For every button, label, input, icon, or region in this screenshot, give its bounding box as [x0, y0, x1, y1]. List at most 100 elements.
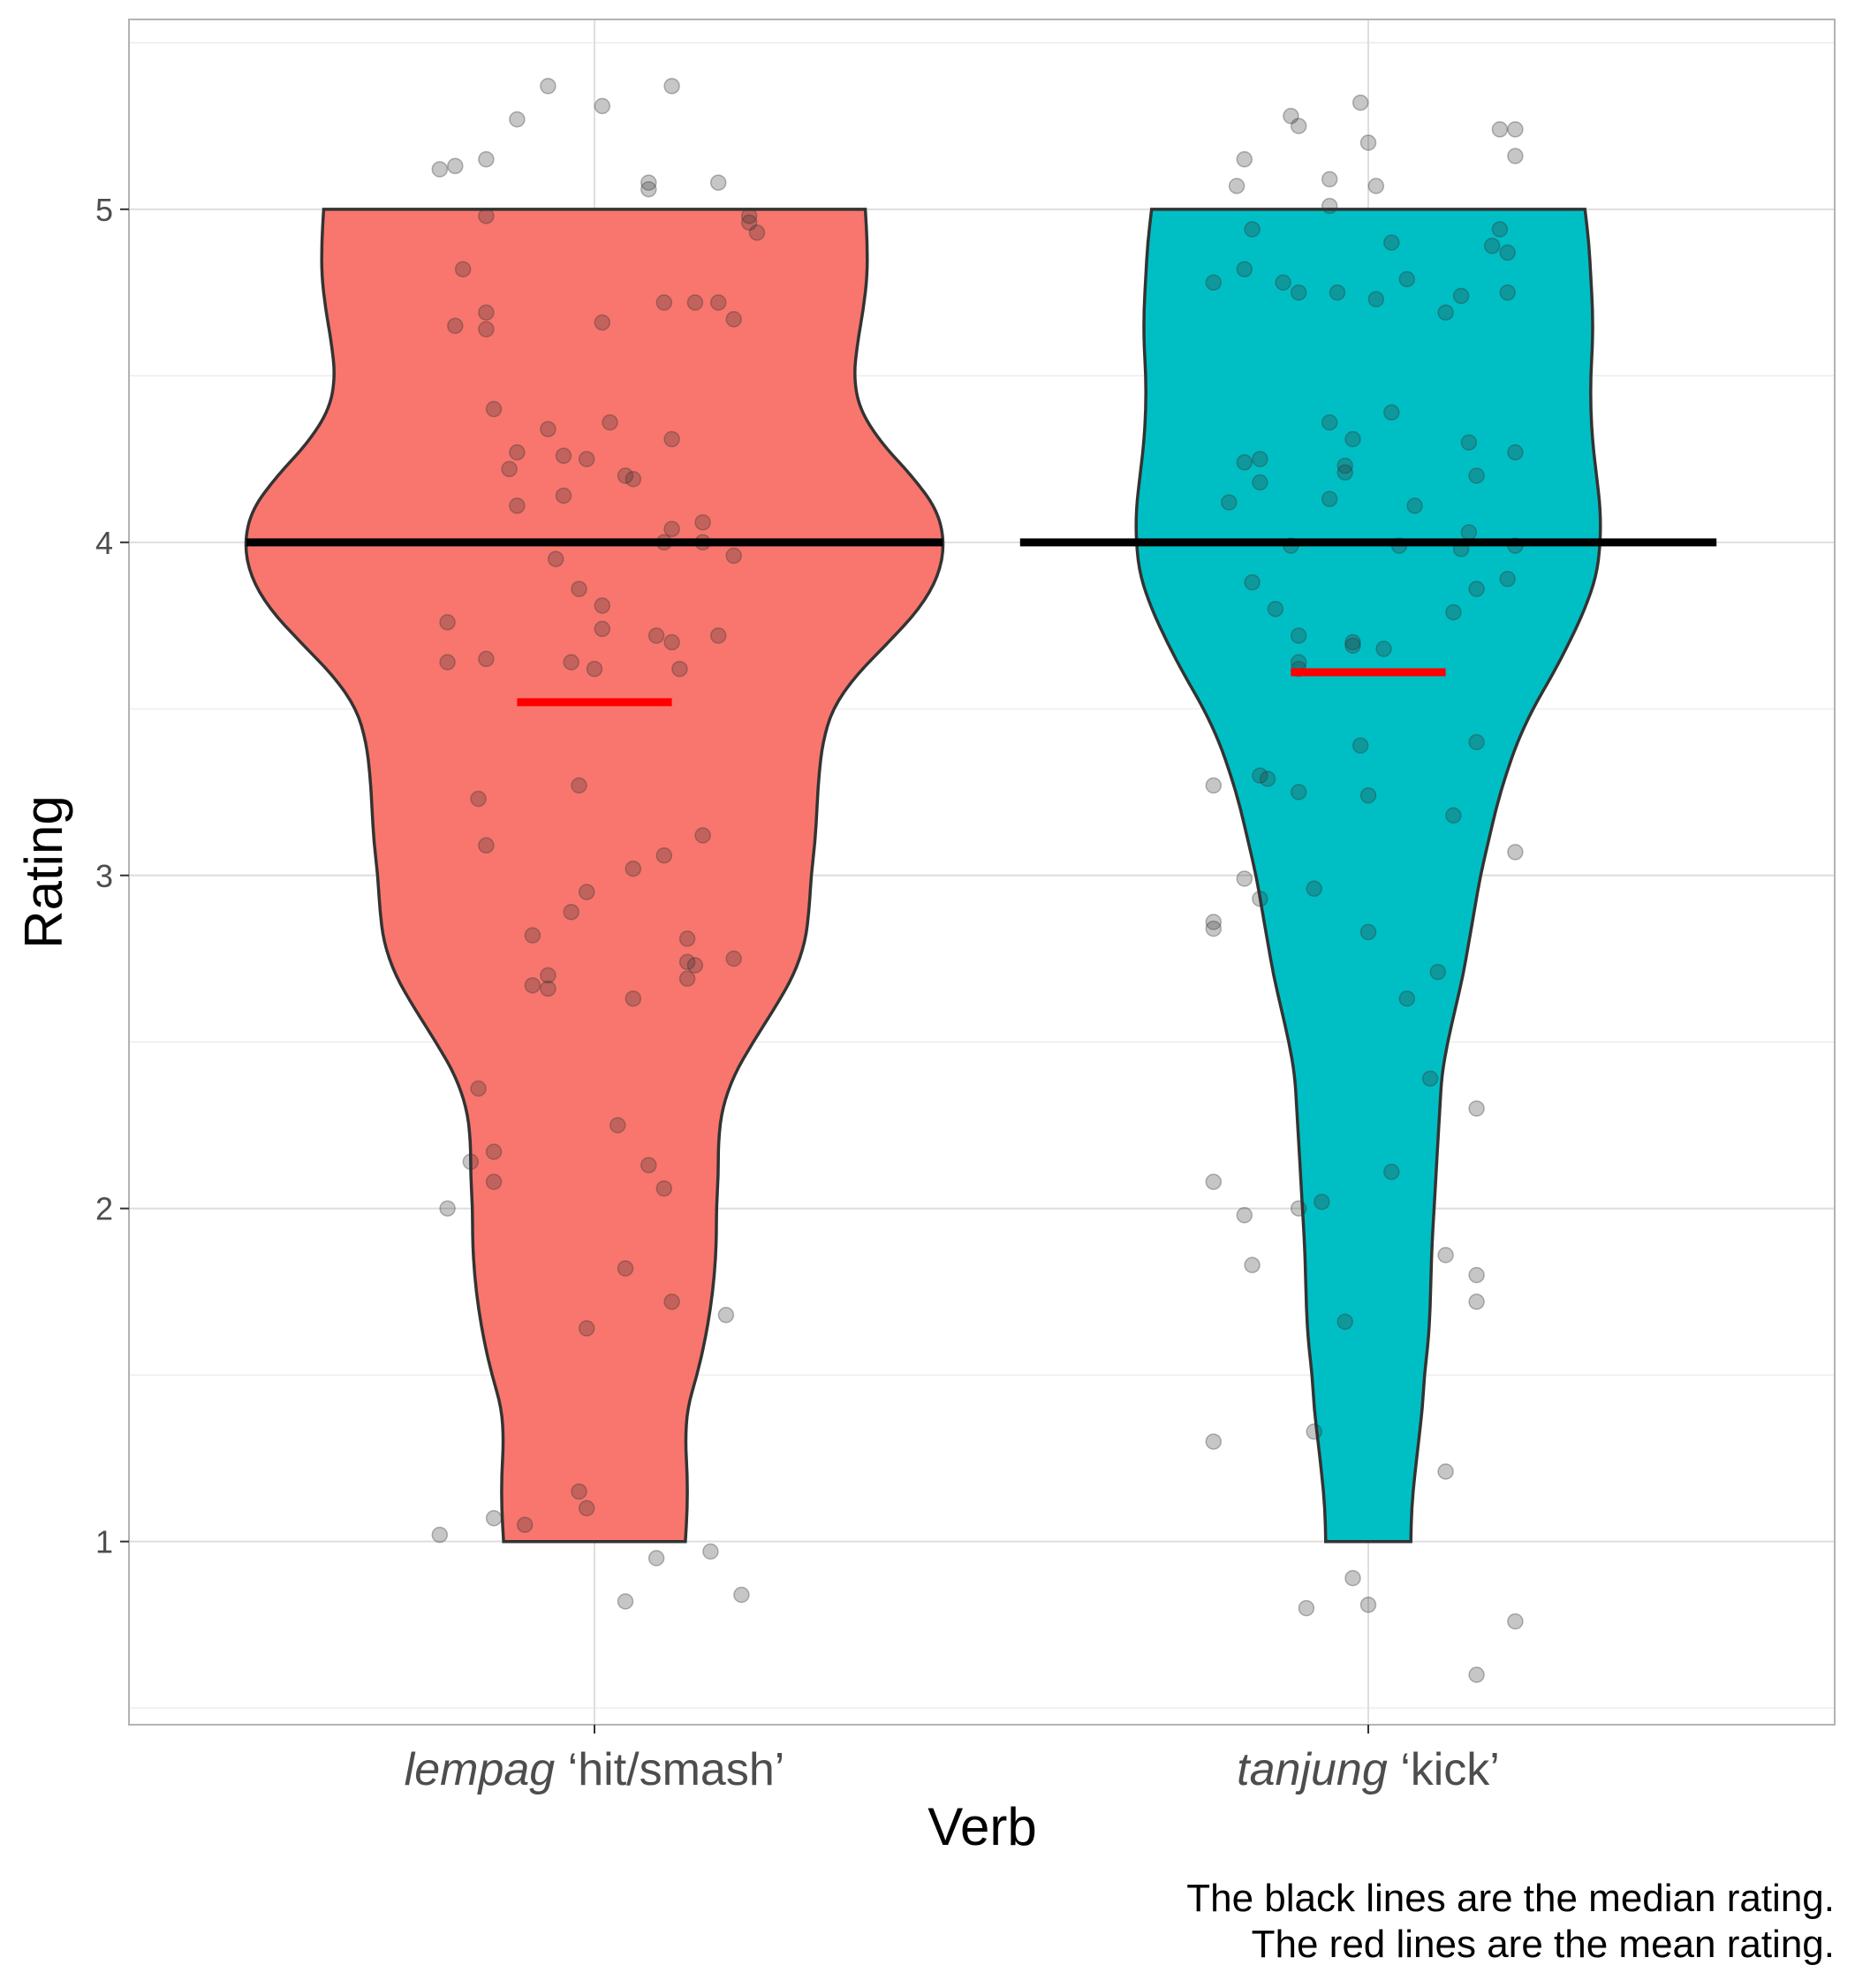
data-point	[470, 1080, 487, 1097]
data-point	[686, 294, 704, 311]
data-point	[1437, 1247, 1454, 1263]
data-point	[439, 654, 456, 671]
data-point	[678, 930, 696, 947]
verb-italic: tanjung	[1237, 1744, 1388, 1795]
data-point	[1267, 600, 1284, 618]
data-point	[1507, 1612, 1524, 1630]
data-point	[447, 157, 464, 175]
data-point	[540, 78, 556, 95]
data-point	[540, 967, 556, 984]
data-point	[1468, 733, 1485, 751]
data-point	[740, 214, 758, 231]
data-point	[1499, 284, 1516, 301]
verb-gloss: ‘hit/smash’	[555, 1744, 784, 1795]
data-point	[1244, 573, 1261, 591]
data-point	[431, 1526, 449, 1544]
data-point	[1205, 1433, 1223, 1450]
data-point	[485, 1510, 503, 1527]
jitter-points	[431, 78, 1524, 1683]
data-point	[1460, 524, 1478, 541]
data-point	[485, 1143, 503, 1160]
y-tick-label: 3	[95, 858, 113, 894]
data-point	[1321, 490, 1338, 508]
data-point	[663, 78, 680, 95]
data-point	[1344, 634, 1361, 651]
data-point	[563, 903, 579, 921]
x-axis: lempag ‘hit/smash’ tanjung ‘kick’	[405, 1725, 1500, 1795]
data-point	[594, 620, 611, 638]
data-point	[1306, 1423, 1322, 1440]
data-point	[563, 654, 579, 671]
data-point	[625, 860, 642, 877]
data-point	[1259, 770, 1276, 787]
data-point	[571, 1483, 587, 1500]
data-point	[1367, 178, 1385, 194]
data-point	[478, 208, 495, 224]
data-point	[1228, 178, 1246, 194]
data-point	[1344, 637, 1361, 654]
data-point	[578, 1320, 595, 1337]
data-point	[663, 1294, 680, 1310]
data-point	[578, 1499, 595, 1517]
data-point	[1507, 148, 1524, 164]
data-point	[470, 790, 487, 808]
data-point	[1499, 571, 1516, 588]
data-point	[1275, 274, 1291, 292]
data-point	[594, 97, 611, 115]
data-point	[640, 1157, 657, 1173]
data-point	[1205, 1173, 1223, 1190]
verb-gloss: ‘kick’	[1388, 1744, 1500, 1795]
summary-lines	[246, 538, 1717, 707]
data-point	[1507, 121, 1524, 138]
data-point	[1359, 134, 1377, 151]
data-point	[1507, 844, 1524, 861]
data-point	[1336, 457, 1353, 474]
data-point	[1468, 1100, 1485, 1117]
data-point	[1383, 404, 1400, 421]
data-point	[454, 261, 472, 277]
data-point	[610, 1117, 626, 1134]
data-point	[1359, 787, 1377, 804]
data-point	[1236, 454, 1253, 471]
data-point	[1445, 603, 1462, 621]
data-point	[1499, 244, 1516, 262]
data-point	[1468, 467, 1485, 484]
data-point	[1437, 1463, 1454, 1480]
data-point	[571, 580, 587, 597]
data-point	[478, 304, 495, 321]
data-point	[1205, 274, 1223, 292]
data-point	[1507, 444, 1524, 461]
data-point	[1236, 870, 1253, 887]
data-point	[1383, 1164, 1400, 1180]
data-point	[647, 627, 665, 644]
data-point	[478, 650, 495, 668]
data-point	[478, 151, 495, 168]
data-point	[709, 174, 727, 191]
data-point	[1359, 923, 1377, 941]
data-point	[1352, 737, 1369, 755]
data-point	[1452, 287, 1470, 305]
data-point	[571, 777, 587, 794]
data-point	[540, 980, 556, 998]
data-point	[725, 311, 742, 328]
data-point	[478, 837, 495, 854]
data-point	[647, 1550, 665, 1567]
data-point	[555, 447, 572, 465]
data-point	[485, 1173, 503, 1190]
data-point	[709, 627, 727, 644]
data-point	[1336, 464, 1353, 481]
data-point	[1344, 1569, 1361, 1587]
data-point	[748, 224, 766, 241]
data-point	[725, 547, 742, 565]
data-point	[1314, 1193, 1330, 1210]
data-point	[524, 976, 541, 994]
data-point	[586, 660, 603, 678]
data-point	[555, 487, 572, 505]
data-point	[740, 208, 758, 224]
data-point	[717, 1307, 735, 1324]
data-point	[1421, 1070, 1439, 1087]
data-point	[1244, 1256, 1261, 1274]
data-point	[702, 1543, 719, 1560]
data-point	[594, 314, 611, 331]
